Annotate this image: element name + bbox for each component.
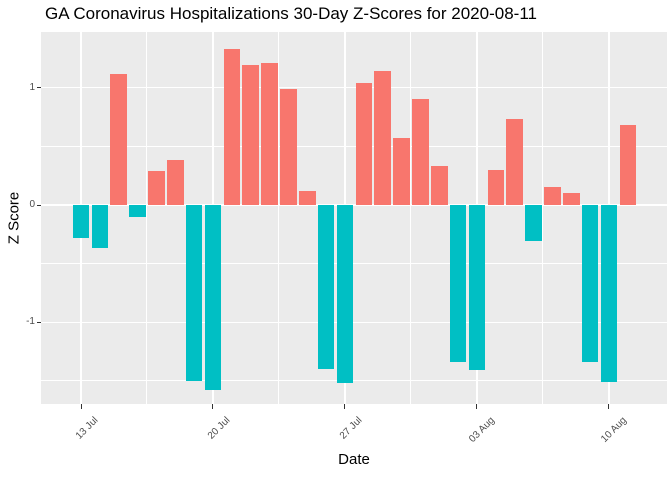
bar-2020-08-04	[487, 169, 505, 205]
x-tick-mark	[344, 404, 346, 409]
bar-2020-07-22	[242, 65, 259, 205]
bar-2020-07-27	[336, 205, 354, 384]
bar-2020-08-11	[619, 125, 637, 205]
bar-2020-08-08	[563, 193, 580, 205]
x-tick-mark	[80, 404, 82, 409]
x-tick-label-text: 13 Jul	[74, 415, 101, 442]
bar-2020-07-31	[412, 99, 429, 205]
gridline-minor-horizontal	[41, 145, 667, 147]
x-axis-title: Date	[338, 451, 370, 468]
bar-2020-07-29	[374, 71, 391, 205]
bar-2020-08-05	[506, 119, 523, 205]
x-tick-label: 10 Aug	[553, 410, 629, 445]
gridline-major-horizontal	[41, 204, 667, 206]
bar-2020-08-03	[468, 205, 486, 371]
bar-2020-07-26	[317, 205, 335, 370]
bar-2020-08-06	[525, 205, 542, 242]
gridline-minor-horizontal	[41, 263, 667, 265]
x-tick-label-text: 20 Jul	[206, 415, 233, 442]
bar-2020-07-21	[223, 48, 241, 205]
chart-title: GA Coronavirus Hospitalizations 30-Day Z…	[45, 4, 537, 23]
gridline-minor-vertical	[278, 32, 280, 404]
x-tick-label: 27 Jul	[289, 410, 365, 442]
bar-2020-08-07	[544, 187, 561, 205]
bar-2020-07-23	[261, 63, 278, 205]
bar-2020-07-30	[393, 138, 410, 205]
bar-2020-07-18	[167, 160, 184, 205]
x-tick-label: 03 Aug	[421, 410, 497, 445]
bar-2020-08-02	[449, 205, 467, 363]
bar-2020-07-17	[148, 170, 165, 205]
bar-2020-07-13	[72, 205, 90, 238]
y-tick-label: 0	[29, 199, 35, 210]
bar-2020-07-28	[355, 83, 373, 205]
y-tick-mark	[37, 87, 41, 89]
y-tick-label: 1	[29, 81, 35, 93]
x-tick-mark	[608, 404, 610, 409]
x-tick-label: 13 Jul	[25, 410, 101, 442]
bar-2020-07-14	[91, 205, 109, 249]
gridline-minor-vertical	[146, 32, 148, 404]
x-tick-label-text: 27 Jul	[338, 415, 365, 442]
bar-2020-07-25	[299, 190, 316, 205]
x-tick-mark	[212, 404, 214, 409]
y-axis-title: Z Score	[5, 191, 23, 245]
x-tick-mark	[476, 404, 478, 409]
x-tick-label-text: 10 Aug	[598, 415, 629, 445]
bar-2020-08-10	[600, 205, 618, 383]
bar-2020-07-24	[280, 88, 297, 205]
x-tick-label-text: 03 Aug	[466, 415, 497, 445]
y-tick-mark	[37, 321, 41, 323]
y-tick-mark	[37, 204, 41, 206]
gridline-major-horizontal	[41, 321, 667, 324]
gridline-major-horizontal	[41, 86, 667, 89]
bar-2020-07-20	[204, 205, 222, 391]
gridline-minor-horizontal	[41, 380, 667, 382]
bar-2020-07-15	[110, 73, 127, 205]
plot-panel	[41, 32, 667, 404]
x-tick-label: 20 Jul	[157, 410, 233, 442]
bar-2020-08-01	[431, 166, 448, 205]
bar-2020-08-09	[581, 205, 599, 363]
y-tick-label: -1	[26, 316, 35, 328]
gridline-minor-vertical	[410, 32, 412, 404]
bar-2020-07-16	[129, 205, 146, 217]
bar-2020-07-19	[185, 205, 203, 381]
gridline-minor-vertical	[542, 32, 544, 404]
